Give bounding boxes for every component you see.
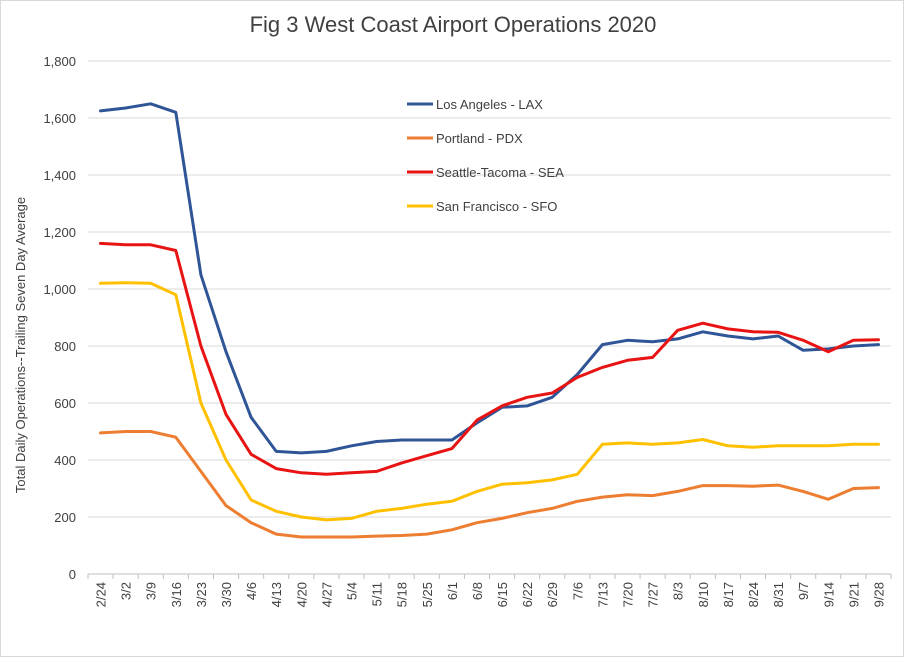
x-tick-label: 8/3 <box>671 582 686 600</box>
y-tick-label: 1,600 <box>43 111 76 126</box>
x-tick-label: 9/7 <box>796 582 811 600</box>
x-tick-label: 9/14 <box>821 582 836 607</box>
y-axis-title: Total Daily Operations--Trailing Seven D… <box>13 197 28 493</box>
x-tick-label: 3/9 <box>144 582 159 600</box>
x-tick-label: 9/28 <box>871 582 886 607</box>
series-line <box>99 281 880 522</box>
x-tick-label: 6/8 <box>470 582 485 600</box>
chart-title: Fig 3 West Coast Airport Operations 2020 <box>249 12 657 37</box>
x-tick-label: 6/29 <box>545 582 560 607</box>
x-tick-label: 4/13 <box>269 582 284 607</box>
x-tick-label: 3/30 <box>219 582 234 607</box>
x-tick-label: 6/1 <box>445 582 460 600</box>
x-tick-label: 5/25 <box>420 582 435 607</box>
x-tick-label: 8/17 <box>721 582 736 607</box>
y-tick-label: 200 <box>54 510 76 525</box>
y-tick-label: 1,200 <box>43 225 76 240</box>
y-tick-label: 1,000 <box>43 282 76 297</box>
x-tick-label: 3/23 <box>194 582 209 607</box>
x-tick-label: 3/16 <box>169 582 184 607</box>
x-tick-label: 5/11 <box>370 582 385 606</box>
x-tick-label: 4/27 <box>319 582 334 607</box>
legend-label: Los Angeles - LAX <box>436 97 543 112</box>
x-tick-label: 8/10 <box>696 582 711 607</box>
y-tick-label: 0 <box>69 567 76 582</box>
x-tick-label: 7/20 <box>621 582 636 607</box>
gridlines <box>88 60 891 518</box>
series-line <box>99 430 880 539</box>
y-tick-label: 1,800 <box>43 54 76 69</box>
x-tick-label: 4/20 <box>294 582 309 607</box>
series-line <box>99 102 880 455</box>
y-tick-label: 600 <box>54 396 76 411</box>
x-tick-label: 7/13 <box>595 582 610 607</box>
x-tick-label: 8/24 <box>746 582 761 607</box>
x-axis: 2/24 3/2 3/9 3/16 3/23 3/30 4/6 4/13 4/20 4/27 5/4… <box>87 573 892 607</box>
y-tick-label: 800 <box>54 339 76 354</box>
x-tick-label: 9/21 <box>846 582 861 607</box>
x-tick-label: 7/27 <box>646 582 661 607</box>
legend[interactable]: Los Angeles - LAX Portland - PDX Seattle-T… <box>407 97 564 214</box>
x-tick-label: 3/2 <box>119 582 134 600</box>
series-lines <box>99 102 880 539</box>
x-tick-label: 6/22 <box>520 582 535 607</box>
y-tick-label: 1,400 <box>43 168 76 183</box>
x-tick-label: 7/6 <box>570 582 585 600</box>
x-tick-label: 5/18 <box>395 582 410 607</box>
y-axis: 0 200 400 600 800 1,000 1,200 1,400 1,600 1,800 <box>43 54 76 582</box>
x-tick-label: 8/31 <box>771 582 786 607</box>
legend-label: San Francisco - SFO <box>436 199 557 214</box>
y-tick-label: 400 <box>54 453 76 468</box>
legend-label: Seattle-Tacoma - SEA <box>436 165 564 180</box>
x-tick-label: 6/15 <box>495 582 510 607</box>
legend-label: Portland - PDX <box>436 131 523 146</box>
series-line <box>99 241 880 476</box>
x-tick-label: 2/24 <box>94 582 109 607</box>
x-tick-label: 4/6 <box>244 582 259 600</box>
x-tick-label: 5/4 <box>344 582 359 600</box>
